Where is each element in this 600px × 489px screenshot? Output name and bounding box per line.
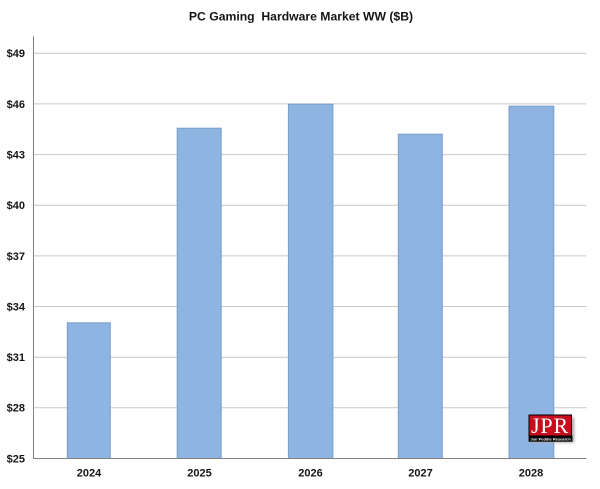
svg-text:$25: $25 xyxy=(7,453,25,465)
svg-text:2028: 2028 xyxy=(519,468,543,480)
svg-text:$34: $34 xyxy=(7,301,26,313)
svg-text:$43: $43 xyxy=(7,150,25,162)
svg-text:$40: $40 xyxy=(7,200,25,212)
svg-text:2024: 2024 xyxy=(77,468,102,480)
svg-text:2025: 2025 xyxy=(187,468,211,480)
svg-text:2026: 2026 xyxy=(298,468,322,480)
svg-text:2027: 2027 xyxy=(408,468,432,480)
svg-text:$46: $46 xyxy=(7,99,25,111)
svg-text:Jon Peddie Research: Jon Peddie Research xyxy=(530,437,571,442)
svg-text:$49: $49 xyxy=(7,48,25,60)
svg-text:$31: $31 xyxy=(7,352,25,364)
svg-text:$28: $28 xyxy=(7,403,25,415)
svg-text:JPR: JPR xyxy=(531,413,569,438)
svg-text:PC Gaming Hardware Market WW: PC Gaming Hardware Market WW ($B) xyxy=(189,10,413,24)
svg-text:$37: $37 xyxy=(7,251,25,263)
